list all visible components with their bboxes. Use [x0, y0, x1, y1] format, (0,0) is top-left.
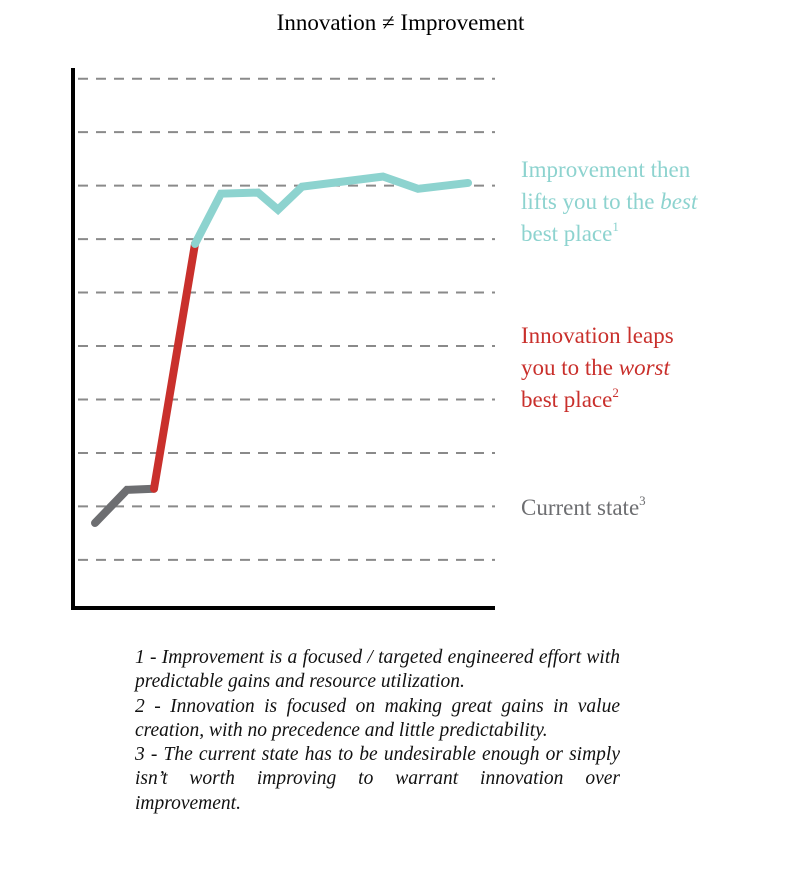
annotation-line: best place — [521, 387, 613, 412]
line-chart — [71, 68, 495, 610]
chart-title: Innovation ≠ Improvement — [276, 10, 525, 35]
annotation-line: best place — [521, 221, 613, 246]
footnotes: 1 - Improvement is a focused / targeted … — [135, 646, 620, 816]
annotation-innovation: Innovation leaps you to the worst best p… — [521, 320, 674, 416]
annotation-line: you to the — [521, 355, 619, 380]
annotation-line: Current state — [521, 495, 640, 520]
series-line-innovation — [150, 239, 199, 493]
annotation-emphasis: best — [660, 189, 698, 214]
footnote-ref: 2 — [612, 385, 619, 400]
annotation-line: lifts you to the — [521, 189, 661, 214]
annotation-line: Improvement then — [521, 157, 691, 182]
footnote-3: 3 - The current state has to be undesira… — [135, 744, 620, 814]
series-line-current — [91, 484, 158, 527]
footnote-2: 2 - Innovation is focused on making grea… — [135, 695, 620, 741]
annotation-emphasis: worst — [618, 355, 670, 380]
annotation-improvement: Improvement then lifts you to the best b… — [521, 154, 697, 250]
annotation-line: Innovation leaps — [521, 323, 674, 348]
footnote-ref: 3 — [639, 493, 646, 508]
series-line-improvement — [191, 172, 472, 248]
annotation-current-state: Current state3 — [521, 492, 646, 524]
footnote-ref: 1 — [612, 219, 619, 234]
footnote-1: 1 - Improvement is a focused / targeted … — [135, 647, 620, 693]
